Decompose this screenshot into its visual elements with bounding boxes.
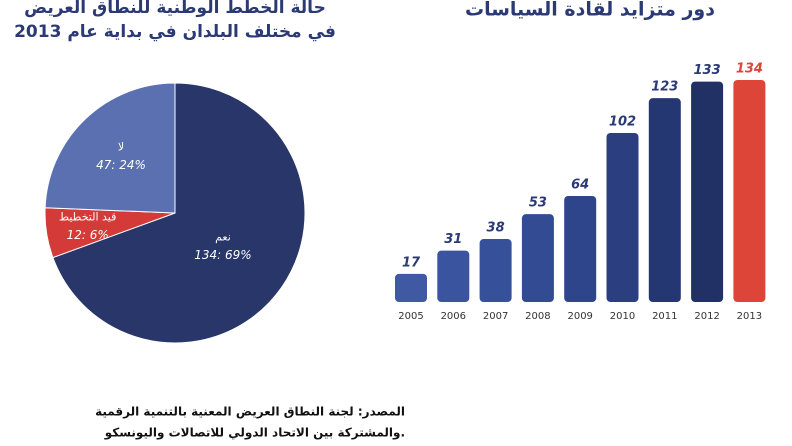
pie-slice [52, 82, 306, 344]
slice-label: 47: 24% [96, 158, 146, 172]
bar [648, 98, 681, 303]
pie-subtitle: في مختلف البلدان في بداية عام 2013 [14, 22, 336, 42]
x-tick-label: 2013 [737, 311, 762, 322]
bar-title: دور متزايد لقادة السياسات [465, 0, 715, 21]
value-label: 31 [444, 232, 462, 247]
value-label: 133 [694, 63, 721, 78]
source-line: المصدر: لجنة النطاق العريض المعنية بالتن… [95, 405, 405, 419]
source-line: والمشتركة بين الاتحاد الدولي للاتصالات و… [104, 426, 405, 441]
bar [564, 195, 597, 302]
slice-name: لا [118, 141, 124, 154]
x-tick-label: 2010 [610, 311, 635, 322]
value-label: 134 [736, 61, 763, 76]
value-label: 102 [609, 114, 636, 129]
value-label: 123 [651, 80, 678, 95]
slice-label: 12: 6% [67, 228, 109, 242]
bar [606, 132, 639, 302]
value-label: 38 [487, 221, 505, 236]
bar [733, 79, 766, 302]
value-label: 64 [571, 177, 589, 192]
bar [437, 250, 470, 302]
bar [395, 273, 427, 302]
pie-title: حالة الخطط الوطنية للنطاق العريض [24, 0, 326, 18]
value-label: 17 [402, 255, 421, 270]
value-label: 53 [529, 196, 547, 211]
slice-label: 134: 69% [194, 248, 251, 262]
x-tick-label: 2011 [652, 311, 677, 322]
x-tick-label: 2007 [483, 311, 508, 322]
bar [521, 214, 554, 302]
x-tick-label: 2012 [694, 311, 719, 322]
slice-name: نعم [215, 231, 231, 244]
pie-slice [44, 82, 176, 214]
x-tick-label: 2008 [525, 311, 550, 322]
x-tick-label: 2009 [567, 311, 592, 322]
x-tick-label: 2005 [398, 311, 423, 322]
bar [479, 239, 512, 302]
bar [691, 81, 724, 302]
x-tick-label: 2006 [441, 311, 466, 322]
slice-name: قيد التخطيط [59, 211, 116, 224]
